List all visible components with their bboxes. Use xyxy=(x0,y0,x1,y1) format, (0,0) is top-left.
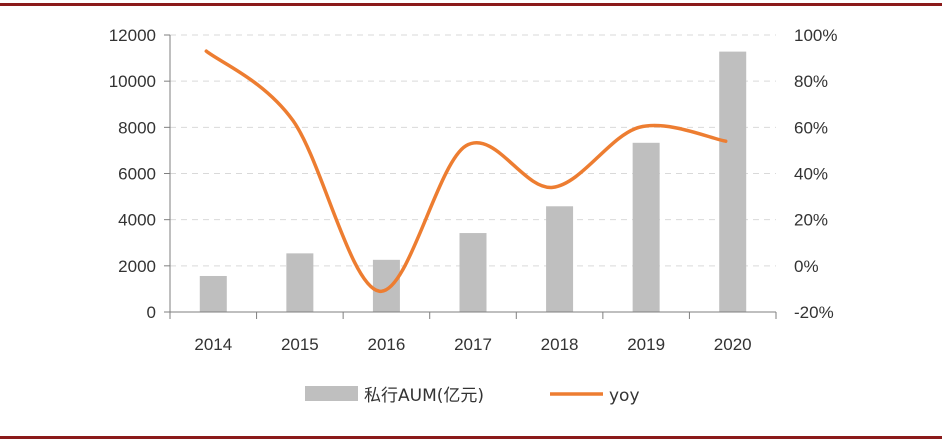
x-tick-label: 2020 xyxy=(714,335,752,354)
bar xyxy=(719,51,747,313)
x-tick-label: 2017 xyxy=(454,335,492,354)
legend: 私行AUM(亿元) yoy xyxy=(305,386,640,406)
legend-label-yoy: yoy xyxy=(609,386,640,406)
top-rule xyxy=(0,3,942,6)
right-tick-label: 100% xyxy=(794,26,837,45)
right-tick-label: 40% xyxy=(794,165,828,184)
x-tick-label: 2019 xyxy=(627,335,665,354)
right-tick-label: 0% xyxy=(794,257,819,276)
right-tick-label: 20% xyxy=(794,211,828,230)
bar xyxy=(286,253,314,312)
left-tick-label: 12000 xyxy=(109,26,156,45)
yoy-line xyxy=(204,49,728,293)
left-tick-label: 6000 xyxy=(118,165,156,184)
bar xyxy=(632,142,660,312)
x-tick-label: 2018 xyxy=(541,335,579,354)
x-tick-label: 2015 xyxy=(281,335,319,354)
bottom-rule xyxy=(0,436,942,439)
left-tick-label: 4000 xyxy=(118,211,156,230)
legend-swatch-aum xyxy=(305,386,358,401)
bar xyxy=(546,206,574,312)
left-tick-label: 0 xyxy=(147,303,156,322)
legend-label-aum: 私行AUM(亿元) xyxy=(364,386,484,406)
line-series xyxy=(204,49,728,293)
grid-lines xyxy=(170,34,776,267)
left-tick-label: 8000 xyxy=(118,118,156,137)
right-tick-label: 60% xyxy=(794,118,828,137)
x-tick-label: 2014 xyxy=(194,335,232,354)
axes: 0 -20% 2000 0% 4000 20% 6000 40% 8000 60% 10000 80%… xyxy=(109,26,838,354)
right-tick-label: 80% xyxy=(794,72,828,91)
left-tick-label: 2000 xyxy=(118,257,156,276)
left-tick-label: 10000 xyxy=(109,72,156,91)
right-tick-label: -20% xyxy=(794,303,834,322)
x-tick-label: 2016 xyxy=(368,335,406,354)
bar xyxy=(372,259,400,312)
bar-series xyxy=(199,51,747,313)
bar xyxy=(459,233,487,312)
bar xyxy=(199,275,227,312)
